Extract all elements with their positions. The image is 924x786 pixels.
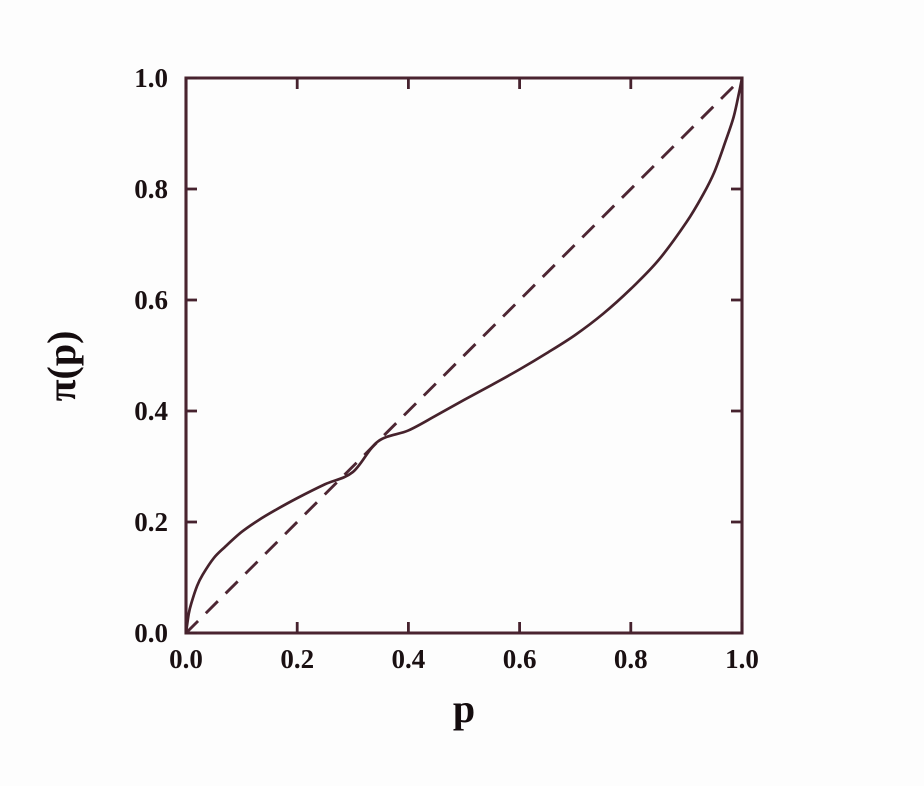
y-tick-label: 1.0 <box>134 63 168 93</box>
y-tick-label: 0.8 <box>134 174 168 204</box>
x-tick-label: 1.0 <box>725 644 759 674</box>
x-tick-label: 0.2 <box>280 644 314 674</box>
identity-diagonal-line <box>184 76 744 635</box>
y-tick-label: 0.4 <box>134 396 168 426</box>
x-tick-label: 0.8 <box>614 644 648 674</box>
y-axis-title: π(p) <box>39 331 84 402</box>
x-axis-title: p <box>453 686 475 731</box>
y-axis-tick-labels: 0.0 0.2 0.4 0.6 0.8 1.0 <box>134 63 168 648</box>
x-tick-label: 0.0 <box>169 644 203 674</box>
y-axis-tick-marks <box>186 76 742 635</box>
y-tick-label: 0.0 <box>134 618 168 648</box>
weighting-function-curve <box>184 76 744 635</box>
x-tick-label: 0.4 <box>392 644 426 674</box>
y-tick-label: 0.6 <box>134 285 168 315</box>
y-tick-label: 0.2 <box>134 507 168 537</box>
x-tick-label: 0.6 <box>503 644 537 674</box>
x-axis-tick-labels: 0.0 0.2 0.4 0.6 0.8 1.0 <box>169 644 759 674</box>
